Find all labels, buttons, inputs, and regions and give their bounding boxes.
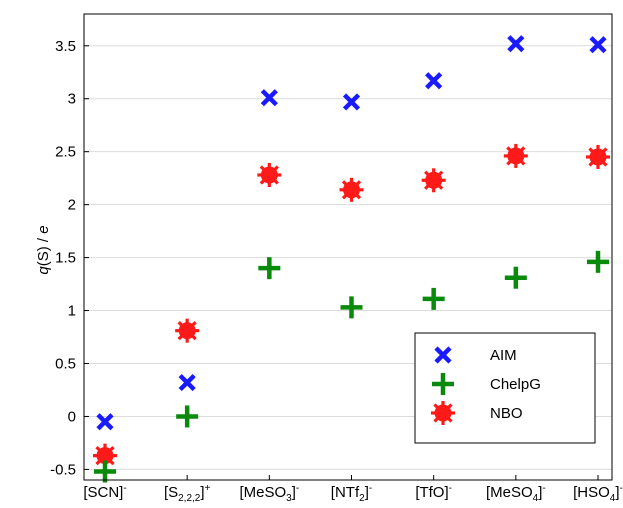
y-tick-label: 0 xyxy=(68,408,76,425)
y-tick-label: 1 xyxy=(68,303,76,320)
y-axis-label-rest: (S) / xyxy=(35,234,52,267)
data-point-nbo xyxy=(421,168,446,193)
y-tick-label: 0.5 xyxy=(55,356,76,373)
data-point-nbo xyxy=(586,144,610,169)
data-point-aim xyxy=(96,413,114,431)
x-tick-label: [TfO]- xyxy=(415,483,452,501)
data-point-aim xyxy=(425,72,443,90)
x-tick-label: [MeSO4]- xyxy=(486,483,546,504)
y-tick-label: 1.5 xyxy=(55,250,76,267)
data-point-chelpg xyxy=(94,460,116,483)
legend-label: NBO xyxy=(490,405,523,422)
data-point-aim xyxy=(260,89,278,107)
legend-marker-aim xyxy=(434,346,452,364)
grid-lines xyxy=(84,45,612,470)
x-tick-label: [HSO4]- xyxy=(573,483,623,504)
y-tick-label: 3.5 xyxy=(55,38,76,55)
data-point-chelpg xyxy=(340,296,363,319)
data-point-nbo xyxy=(175,318,200,343)
y-axis-label-var: q xyxy=(35,266,52,275)
legend-marker-chelpg xyxy=(432,373,454,395)
x-tick-label: [MeSO3]- xyxy=(239,483,299,504)
data-point-nbo xyxy=(257,162,282,187)
data-point-aim xyxy=(178,373,196,392)
legend-label: AIM xyxy=(490,347,517,364)
legend-marker-nbo xyxy=(431,401,455,425)
data-point-nbo xyxy=(93,443,117,468)
data-points xyxy=(93,35,610,483)
y-axis-label: q(S) / e xyxy=(35,225,52,274)
y-axis: -0.5 0 0.5 1 1.5 2 2.5 3 3.5 xyxy=(50,38,89,478)
legend: AIM ChelpG NBO xyxy=(414,332,596,444)
y-axis-label-unit: e xyxy=(35,225,52,233)
data-point-aim xyxy=(589,36,607,54)
y-tick-label: 2.5 xyxy=(55,144,76,161)
data-point-chelpg xyxy=(504,266,527,289)
y-tick-label: 2 xyxy=(68,197,76,214)
plot-frame xyxy=(83,13,613,481)
data-point-chelpg xyxy=(258,257,281,280)
x-axis: [SCN]- [S2,2,2]+ [MeSO3]- [NTf2]- [TfO]- [MeS… xyxy=(83,475,623,504)
y-tick-label: -0.5 xyxy=(50,461,76,478)
data-point-aim xyxy=(507,35,525,53)
data-point-nbo xyxy=(503,143,528,168)
y-tick-label: 3 xyxy=(68,91,76,108)
legend-label: ChelpG xyxy=(490,376,541,393)
data-point-nbo xyxy=(339,177,364,202)
x-tick-label: [SCN]- xyxy=(83,483,126,501)
x-tick-label: [S2,2,2]+ xyxy=(164,483,211,504)
x-tick-label: [NTf2]- xyxy=(331,483,372,504)
data-point-chelpg xyxy=(422,287,445,310)
data-point-chelpg xyxy=(176,405,199,428)
data-point-chelpg xyxy=(587,250,609,273)
data-point-aim xyxy=(342,93,361,111)
